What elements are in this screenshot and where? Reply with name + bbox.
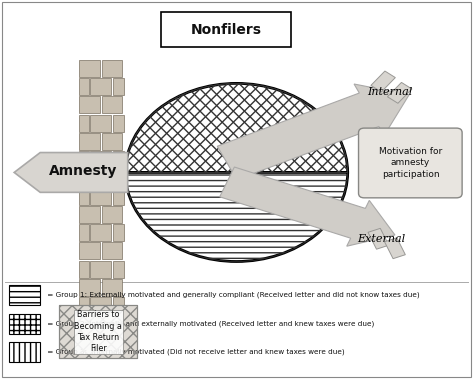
Bar	[113, 224, 124, 241]
Bar	[79, 169, 100, 186]
Bar	[113, 151, 124, 168]
Bar	[102, 315, 122, 332]
Bar	[90, 114, 111, 132]
Bar	[102, 60, 122, 77]
Text: Internal: Internal	[368, 87, 413, 97]
Bar	[113, 297, 124, 314]
Wedge shape	[125, 83, 348, 172]
Bar	[113, 188, 124, 205]
Bar	[79, 279, 100, 296]
Bar	[79, 151, 88, 168]
Bar	[79, 334, 88, 351]
Bar	[102, 96, 122, 113]
Text: Amnesty: Amnesty	[49, 164, 117, 177]
Bar	[90, 260, 111, 277]
Text: Nonfilers: Nonfilers	[191, 23, 262, 37]
Text: = Group 1: Externally motivated and generally compliant (Received letter and did: = Group 1: Externally motivated and gene…	[45, 292, 420, 299]
Bar	[79, 260, 88, 277]
Bar	[79, 78, 88, 95]
Bar	[79, 114, 88, 132]
Bar	[102, 279, 122, 296]
Bar	[102, 242, 122, 259]
FancyBboxPatch shape	[359, 128, 462, 198]
Text: = Group 2: Internally and externally motivated (Received letter and knew taxes w: = Group 2: Internally and externally mot…	[45, 320, 374, 327]
Wedge shape	[125, 172, 348, 262]
Text: Motivation for
amnesty
participation: Motivation for amnesty participation	[379, 147, 442, 179]
Polygon shape	[368, 229, 389, 249]
Bar	[79, 60, 100, 77]
Polygon shape	[371, 71, 395, 92]
Bar	[79, 297, 88, 314]
Bar	[90, 224, 111, 241]
Bar	[102, 169, 122, 186]
Bar	[79, 133, 100, 150]
Polygon shape	[385, 238, 405, 258]
Bar	[90, 151, 111, 168]
FancyBboxPatch shape	[161, 12, 291, 47]
Polygon shape	[219, 167, 395, 246]
Bar	[79, 242, 100, 259]
Text: = Group 3:  Internally motivated (Did not receive letter and knew taxes were due: = Group 3: Internally motivated (Did not…	[45, 349, 344, 356]
Bar	[113, 114, 124, 132]
Bar	[102, 133, 122, 150]
Text: External: External	[357, 234, 405, 244]
Bar	[90, 334, 111, 351]
FancyBboxPatch shape	[59, 305, 137, 358]
Bar	[9, 285, 40, 305]
Bar	[79, 315, 100, 332]
Polygon shape	[217, 84, 409, 180]
Bar	[9, 342, 40, 362]
Bar	[79, 224, 88, 241]
Polygon shape	[14, 152, 128, 192]
Bar	[79, 188, 88, 205]
Bar	[9, 314, 40, 334]
Bar	[79, 96, 100, 113]
Bar	[79, 206, 100, 223]
Text: Barriers to
Becoming a
Tax Return
Filer: Barriers to Becoming a Tax Return Filer	[74, 310, 123, 353]
Bar	[113, 78, 124, 95]
Bar	[113, 334, 124, 351]
Bar	[90, 188, 111, 205]
Bar	[102, 206, 122, 223]
Bar	[90, 297, 111, 314]
Bar	[113, 260, 124, 277]
Bar	[90, 78, 111, 95]
Polygon shape	[387, 82, 412, 103]
